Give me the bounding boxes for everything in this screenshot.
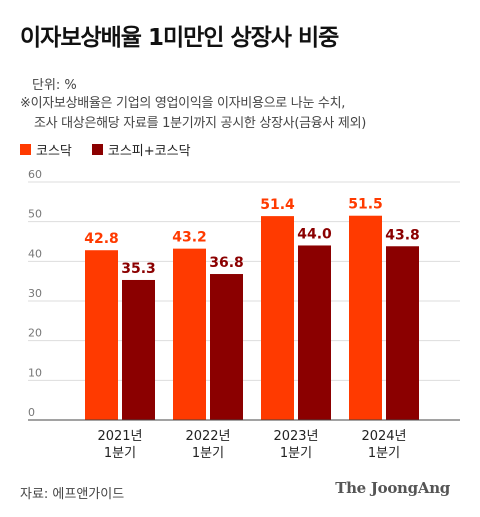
data-label: 43.2: [172, 230, 207, 246]
y-tick-label: 30: [28, 287, 42, 300]
legend-item-kospi-kosdaq: 코스피+코스닥: [91, 140, 191, 159]
data-label: 43.8: [385, 227, 420, 243]
note-line-2: 조사 대상은해당 자료를 1분기까지 공시한 상장사(금융사 제외): [34, 116, 367, 131]
data-label: 42.8: [84, 231, 119, 247]
x-tick-label: 2023년 1분기: [273, 429, 318, 461]
data-label: 35.3: [121, 261, 156, 277]
x-tick-label: 2022년 1분기: [185, 429, 230, 461]
chart-title: 이자보상배율 1미만인 상장사 비중: [20, 25, 339, 51]
note-line-1: ※이자보상배율은 기업의 영업이익을 이자비용으로 나눈 수치,: [20, 96, 346, 111]
x-tick-label: 2024년 1분기: [361, 429, 406, 461]
bar: [386, 246, 419, 420]
chart-note: ※이자보상배율은 기업의 영업이익을 이자비용으로 나눈 수치, 조사 대상은해…: [20, 94, 366, 134]
brand-logo: The JoongAng: [335, 479, 450, 497]
y-tick-label: 60: [28, 168, 42, 181]
data-label: 44.0: [297, 226, 332, 242]
legend-label-kosdaq: 코스닥: [36, 144, 72, 159]
y-tick-label: 10: [28, 366, 42, 379]
data-label: 51.5: [348, 197, 383, 213]
bar: [173, 248, 206, 420]
bar: [85, 250, 118, 420]
legend-swatch-kospi-kosdaq: [91, 144, 103, 155]
legend-item-kosdaq: 코스닥: [20, 140, 72, 159]
data-label: 51.4: [260, 197, 295, 213]
y-tick-label: 0: [28, 406, 35, 419]
legend-swatch-kosdaq: [20, 144, 31, 155]
unit-label: 단위: %: [32, 78, 77, 93]
y-tick-label: 20: [28, 327, 42, 340]
y-tick-label: 40: [28, 247, 42, 260]
data-label: 36.8: [209, 255, 244, 271]
source-label: 자료: 에프앤가이드: [20, 487, 125, 502]
chart-legend: 코스닥 코스피+코스닥: [20, 140, 191, 159]
y-tick-label: 50: [28, 208, 42, 221]
x-tick-label: 2021년 1분기: [97, 429, 142, 461]
bar: [122, 279, 155, 420]
bar: [349, 215, 382, 420]
legend-label-kospi-kosdaq: 코스피+코스닥: [107, 144, 191, 159]
bar: [261, 216, 294, 420]
bar: [210, 274, 243, 420]
bar: [298, 245, 331, 420]
